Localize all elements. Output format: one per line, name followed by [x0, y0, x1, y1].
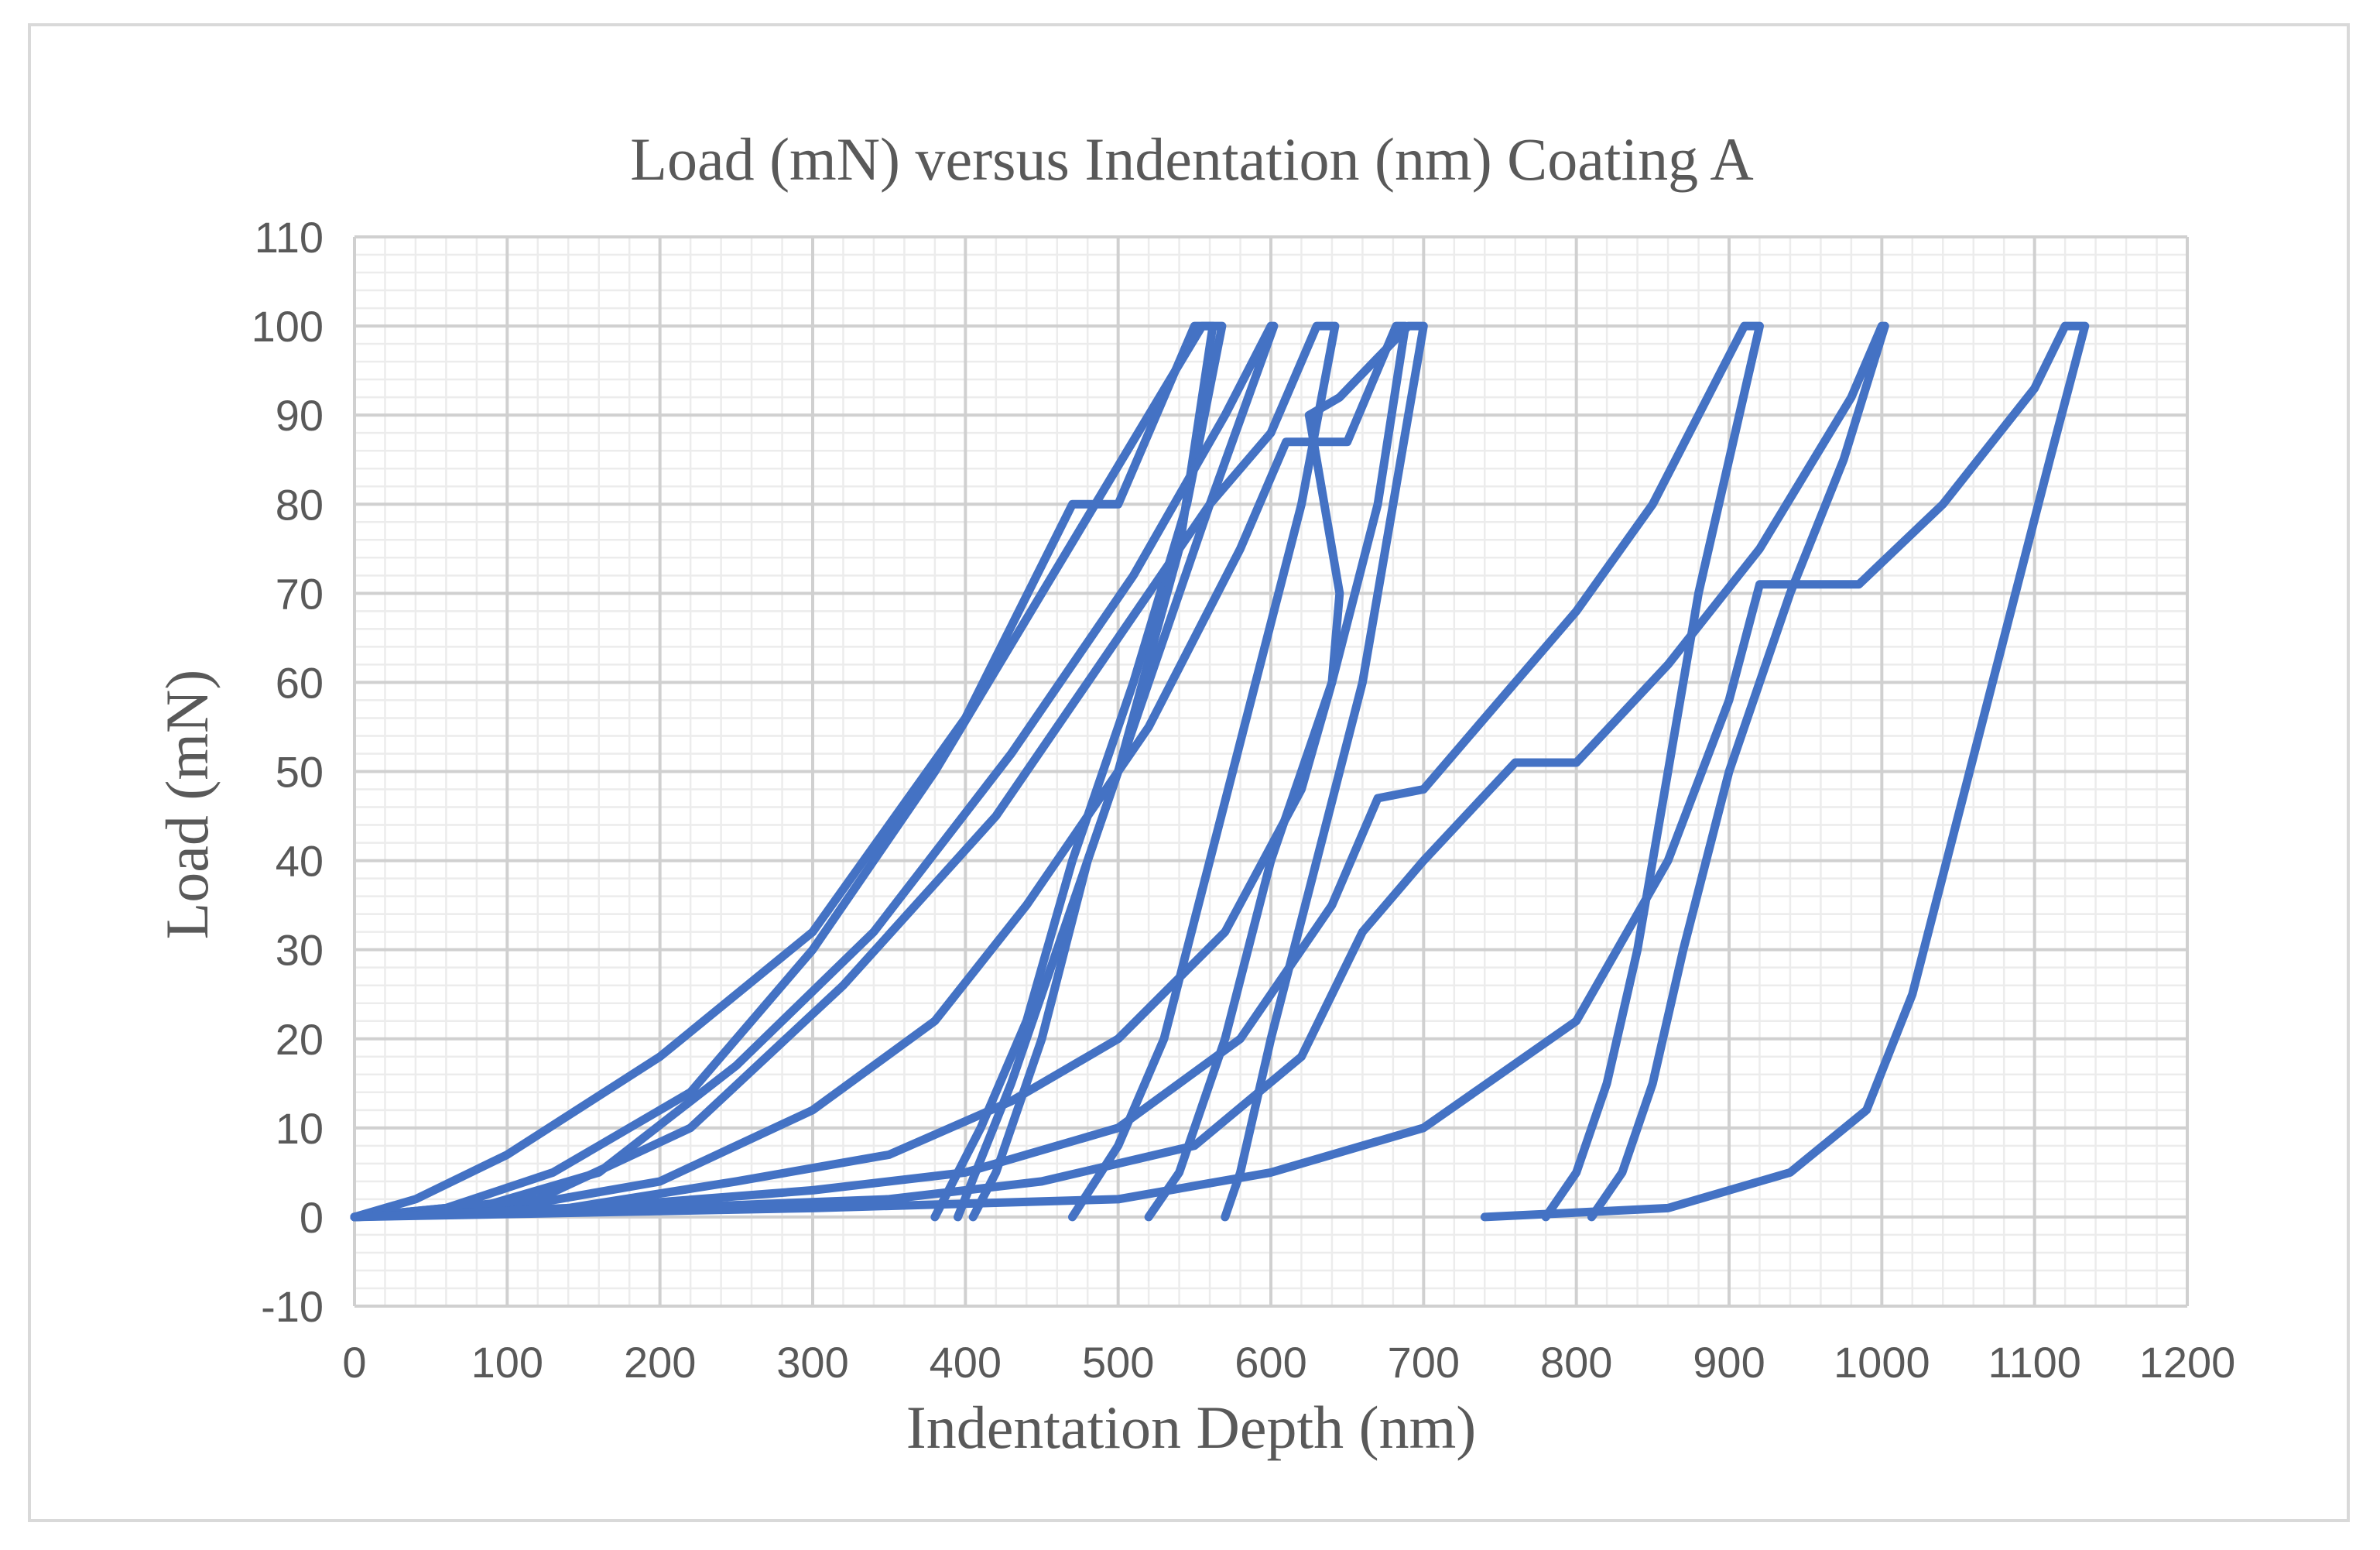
y-tick-label: 100 — [252, 302, 324, 351]
x-tick-label: 700 — [1388, 1338, 1460, 1387]
y-tick-label: 70 — [276, 569, 324, 618]
chart-title: Load (mN) versus Indentation (nm) Coatin… — [630, 125, 1753, 193]
curves — [350, 321, 2090, 1222]
y-tick-label: 20 — [276, 1015, 324, 1064]
x-axis-label: Indentation Depth (nm) — [906, 1394, 1476, 1461]
y-tick-label: 30 — [276, 926, 324, 975]
series-line-8 — [350, 321, 1889, 1222]
x-tick-label: 500 — [1082, 1338, 1154, 1387]
y-tick-label: 90 — [276, 391, 324, 440]
y-tick-label: 10 — [276, 1104, 324, 1153]
series-line-6 — [350, 321, 1428, 1222]
x-tick-label: 1000 — [1834, 1338, 1930, 1387]
y-tick-label: 40 — [276, 837, 324, 886]
x-tick-label: 100 — [471, 1338, 543, 1387]
series-line-3 — [350, 321, 1279, 1222]
series-line-1 — [350, 321, 1227, 1222]
chart-svg: Load (mN) versus Indentation (nm) Coatin… — [153, 125, 2236, 1461]
x-tick-label: 600 — [1235, 1338, 1306, 1387]
x-tick-label: 300 — [776, 1338, 848, 1387]
series-line-5 — [350, 321, 1340, 1222]
y-tick-label: 0 — [300, 1193, 324, 1242]
series-line-9 — [350, 321, 2090, 1222]
x-tick-label: 900 — [1693, 1338, 1765, 1387]
x-tick-label: 400 — [930, 1338, 1002, 1387]
x-tick-label: 200 — [624, 1338, 696, 1387]
y-tick-label: 60 — [276, 658, 324, 707]
y-axis-label: Load (mN) — [153, 670, 221, 940]
x-tick-label: 1100 — [1988, 1338, 2080, 1387]
x-tick-label: 800 — [1540, 1338, 1612, 1387]
y-tick-label: 80 — [276, 480, 324, 529]
chart-frame: Load (mN) versus Indentation (nm) Coatin… — [28, 23, 2350, 1522]
y-tick-label: 110 — [255, 213, 324, 262]
y-tick-label: 50 — [276, 748, 324, 797]
y-tick-label: -10 — [261, 1282, 324, 1331]
x-tick-label: 1200 — [2139, 1338, 2236, 1387]
tick-labels: 0 100 200 300 400 500 600 700 800 900 1000 1100 1200… — [252, 213, 2236, 1387]
x-tick-label: 0 — [342, 1338, 366, 1387]
